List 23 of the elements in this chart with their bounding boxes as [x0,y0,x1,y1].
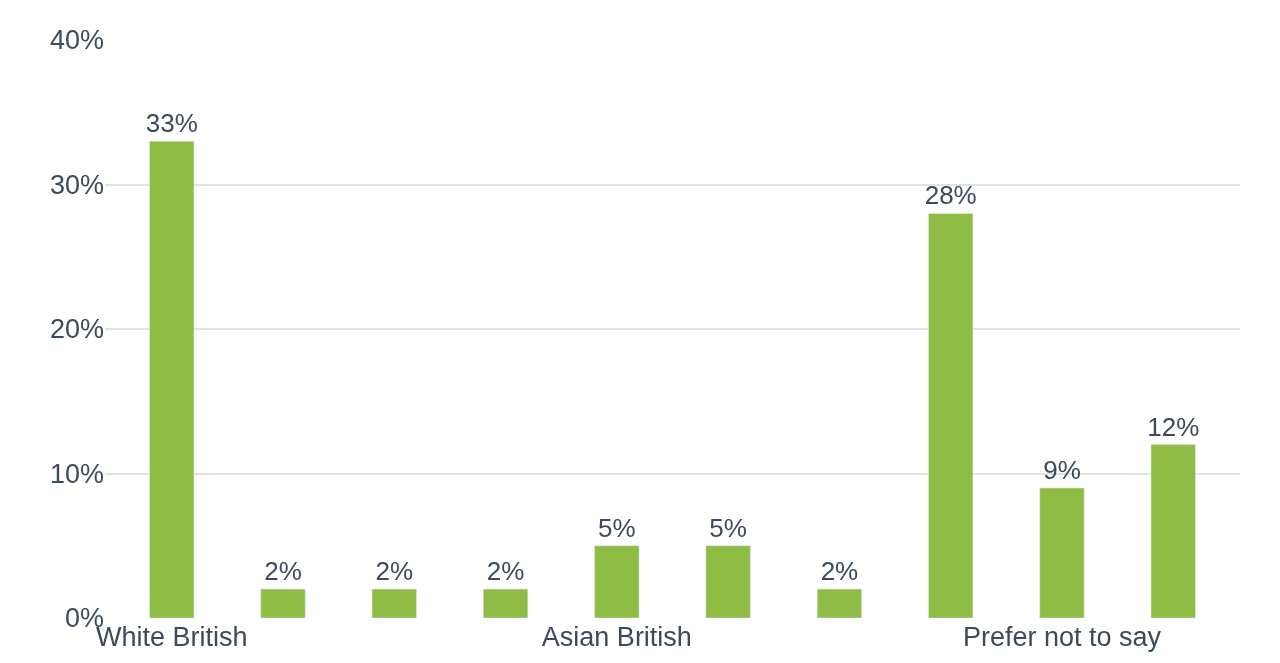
x-tick-label: Prefer not to say [962,622,1162,652]
bar [371,588,417,618]
data-label: 2% [486,556,525,587]
data-label: 5% [709,512,747,543]
y-tick-label: 10% [49,458,104,489]
data-label: 5% [598,512,636,543]
data-label: 12% [1147,411,1200,442]
y-tick-label: 40% [49,25,104,56]
data-label: 33% [145,108,198,139]
data-label: 28% [924,180,977,211]
data-label: 2% [820,556,859,587]
bar [816,588,862,618]
bar [1039,487,1085,618]
bar [594,545,640,618]
bar [483,588,529,618]
x-tick-label: Asian British [541,622,692,652]
data-label: 2% [375,556,414,587]
y-tick-label: 20% [49,314,104,345]
data-label: 2% [264,556,302,587]
bar [260,588,306,618]
y-tick-label: 30% [49,169,104,200]
bar [705,545,751,618]
data-label: 9% [1043,454,1081,485]
